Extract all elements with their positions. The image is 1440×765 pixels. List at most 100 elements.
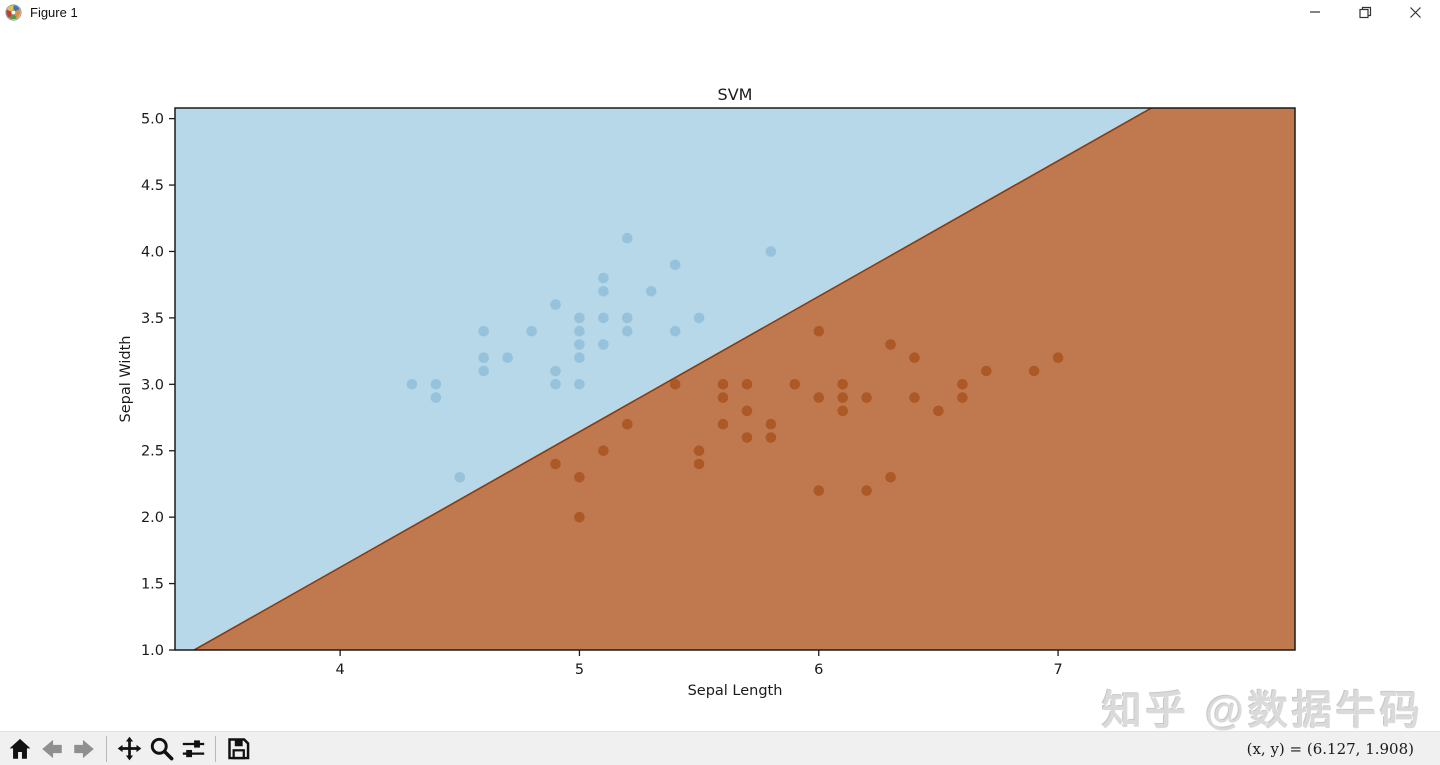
data-point-series-1 xyxy=(981,365,992,377)
y-tick-label: 1.0 xyxy=(141,643,164,659)
y-tick-label: 2.0 xyxy=(141,510,164,526)
data-point-series-1 xyxy=(837,392,848,403)
data-point-series-1 xyxy=(574,511,585,523)
data-point-series-1 xyxy=(574,472,585,483)
restore-button[interactable] xyxy=(1340,0,1390,24)
data-point-series-1 xyxy=(765,432,777,443)
data-point-series-1 xyxy=(957,392,968,403)
data-point-series-1 xyxy=(741,379,753,390)
title-bar: Figure 1 xyxy=(0,0,1440,24)
x-tick-label: 6 xyxy=(814,662,823,678)
decision-boundary-line xyxy=(193,107,1152,651)
minimize-icon xyxy=(1310,11,1320,13)
y-tick-label: 2.5 xyxy=(141,444,164,460)
figure-canvas: 4 5 6 7 1.0 1.5 2.0 2.5 3.0 3.5 4.0 4.5 5.0 SVM Sepa… xyxy=(0,24,1440,733)
zoom-button[interactable] xyxy=(146,734,176,764)
data-point-series-1 xyxy=(693,445,705,457)
data-point-series-0 xyxy=(550,299,561,310)
data-point-series-0 xyxy=(598,312,609,324)
data-point-series-0 xyxy=(669,259,681,271)
data-point-series-0 xyxy=(598,286,609,297)
restore-icon xyxy=(1358,6,1371,18)
save-button[interactable] xyxy=(223,734,253,764)
home-button[interactable] xyxy=(5,734,35,764)
data-point-series-1 xyxy=(837,405,848,417)
data-point-series-1 xyxy=(957,379,968,390)
configure-subplots-button[interactable] xyxy=(178,734,208,764)
scatter-points xyxy=(406,232,1064,523)
decision-region-lower-right xyxy=(194,108,1296,650)
data-point-series-0 xyxy=(430,392,442,403)
data-point-series-1 xyxy=(741,405,753,417)
data-point-series-1 xyxy=(861,485,872,496)
decision-regions xyxy=(175,107,1296,651)
x-axis-label: Sepal Length xyxy=(688,683,783,699)
data-point-series-0 xyxy=(622,232,633,244)
pan-button[interactable] xyxy=(114,734,144,764)
data-point-series-1 xyxy=(1052,352,1064,364)
data-point-series-0 xyxy=(765,246,777,257)
data-point-series-0 xyxy=(430,379,442,390)
back-arrow-icon xyxy=(42,739,62,758)
y-tick-label: 5.0 xyxy=(141,112,164,128)
plot-canvas: 4 5 6 7 1.0 1.5 2.0 2.5 3.0 3.5 4.0 4.5 5.0 SVM Sepa… xyxy=(118,85,1296,699)
data-point-series-0 xyxy=(574,325,585,337)
zoom-icon xyxy=(150,737,173,761)
data-point-series-0 xyxy=(669,325,681,337)
y-tick-label: 3.5 xyxy=(141,311,164,327)
toolbar-separator xyxy=(106,735,107,762)
data-point-series-0 xyxy=(645,286,657,297)
x-tick-label: 4 xyxy=(336,662,345,678)
y-tick-label: 4.5 xyxy=(141,178,164,194)
data-point-series-0 xyxy=(502,352,513,364)
data-point-series-1 xyxy=(813,325,825,337)
data-point-series-0 xyxy=(406,379,418,390)
data-point-series-1 xyxy=(1028,365,1040,377)
data-point-series-1 xyxy=(813,392,825,403)
watermark: 知乎 @数据牛码 xyxy=(1101,689,1424,733)
data-point-series-1 xyxy=(765,418,777,430)
data-point-series-1 xyxy=(789,379,801,390)
data-point-series-1 xyxy=(717,379,729,390)
minimize-button[interactable] xyxy=(1290,0,1340,24)
data-point-series-0 xyxy=(693,312,705,324)
data-point-series-0 xyxy=(550,379,561,390)
data-point-series-1 xyxy=(693,458,705,470)
data-point-series-1 xyxy=(813,485,825,496)
home-icon xyxy=(9,738,31,759)
data-point-series-0 xyxy=(550,365,561,377)
data-point-series-1 xyxy=(741,432,753,443)
data-point-series-0 xyxy=(622,325,633,337)
data-point-series-0 xyxy=(598,339,609,350)
data-point-series-1 xyxy=(885,472,896,483)
data-point-series-0 xyxy=(574,312,585,324)
y-tick-label: 3.0 xyxy=(141,377,164,393)
data-point-series-1 xyxy=(622,418,633,430)
data-point-series-1 xyxy=(885,339,896,350)
y-tick-label: 1.5 xyxy=(141,577,164,593)
data-point-series-1 xyxy=(933,405,944,417)
x-tick-label: 5 xyxy=(575,662,584,678)
data-point-series-0 xyxy=(478,365,490,377)
data-point-series-1 xyxy=(909,352,920,364)
close-button[interactable] xyxy=(1390,0,1440,24)
matplotlib-app-icon xyxy=(5,3,22,21)
forward-arrow-icon xyxy=(74,739,94,758)
save-icon xyxy=(227,738,249,760)
pan-icon xyxy=(117,736,141,761)
back-button[interactable] xyxy=(37,734,67,764)
data-point-series-1 xyxy=(861,392,872,403)
data-point-series-0 xyxy=(574,379,585,390)
sliders-icon xyxy=(182,740,204,758)
data-point-series-0 xyxy=(526,325,537,337)
forward-button[interactable] xyxy=(69,734,99,764)
y-tick-label: 4.0 xyxy=(141,244,164,260)
data-point-series-0 xyxy=(454,472,466,483)
data-point-series-1 xyxy=(909,392,920,403)
navigation-toolbar: (x, y) = (6.127, 1.908) xyxy=(0,731,1440,765)
window-title: Figure 1 xyxy=(30,4,78,20)
x-tick-label: 7 xyxy=(1053,662,1062,678)
close-icon xyxy=(1409,6,1421,18)
toolbar-separator xyxy=(215,735,216,762)
